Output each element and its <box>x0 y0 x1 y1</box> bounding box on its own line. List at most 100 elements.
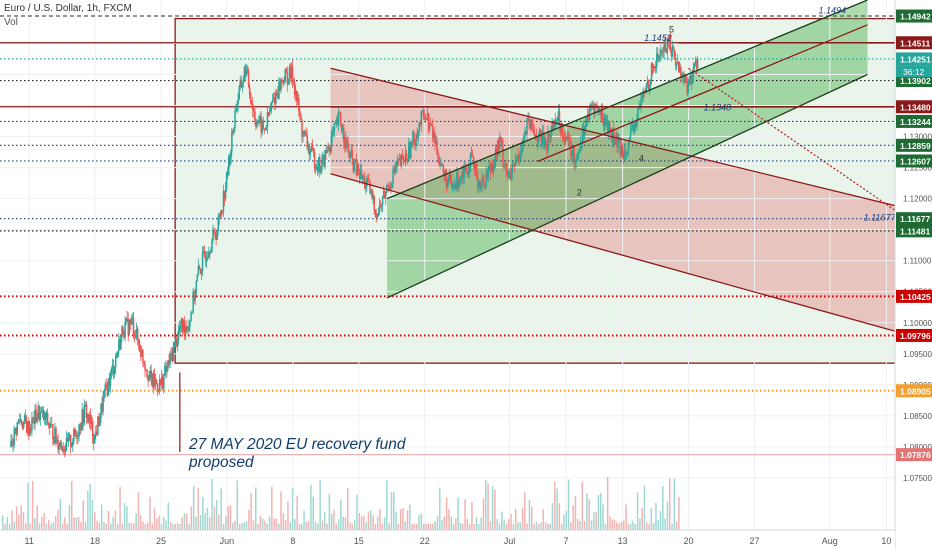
volume-bar <box>466 518 469 530</box>
price-level-tag[interactable] <box>896 328 932 342</box>
volume-bar <box>549 523 551 530</box>
volume-bar <box>22 512 25 530</box>
candle-body <box>167 360 169 367</box>
volume-bar <box>349 522 351 530</box>
candle-body <box>584 122 587 131</box>
candle-body <box>368 178 370 181</box>
candle-body <box>433 133 435 138</box>
volume-bar <box>420 513 423 530</box>
volume-bar <box>298 523 301 530</box>
trend-line[interactable] <box>537 24 868 162</box>
candle-body <box>432 126 434 138</box>
ascending-channel-upper[interactable] <box>386 0 868 200</box>
candle-body <box>105 384 108 389</box>
candle-body <box>418 122 420 131</box>
candle-body <box>373 196 375 210</box>
candle-body <box>586 115 589 120</box>
candle-body <box>396 160 398 167</box>
price-level-tag[interactable] <box>896 212 932 226</box>
candle-body <box>174 338 177 343</box>
candle-body <box>460 175 462 178</box>
candle-body <box>322 155 324 160</box>
x-tick-label: Aug <box>822 536 838 546</box>
volume-bar <box>266 523 268 530</box>
volume-bar <box>204 512 206 530</box>
candle-body <box>79 424 81 431</box>
volume-bar <box>551 503 554 530</box>
candle-body <box>108 378 111 387</box>
x-tick-label: 8 <box>290 536 295 546</box>
descending-channel-lower[interactable] <box>330 173 932 345</box>
candle-body <box>223 191 226 199</box>
candle-body <box>419 122 422 125</box>
volume-bar <box>370 510 372 530</box>
price-level-tag[interactable] <box>896 36 932 50</box>
price-level-tag[interactable] <box>896 384 932 398</box>
candle-body <box>467 163 470 174</box>
volume-bar <box>94 512 96 530</box>
volume-bar <box>245 521 248 530</box>
price-level-tag[interactable] <box>896 289 932 303</box>
volume-bar <box>59 499 61 530</box>
candle-body <box>112 365 115 374</box>
volume-bar <box>650 507 653 530</box>
volume-bar <box>572 505 574 530</box>
price-level-tag[interactable] <box>896 154 932 168</box>
candle-body <box>294 91 297 95</box>
volume-bar <box>183 513 186 530</box>
candle-body <box>347 141 349 151</box>
candle-body <box>626 150 629 153</box>
candle-body <box>117 351 119 355</box>
candle-body <box>173 342 176 348</box>
candle-body <box>569 138 571 143</box>
price-annotation: 1.1494 <box>819 6 847 16</box>
candle-body <box>649 79 652 86</box>
candle-body <box>320 170 322 172</box>
candle-body <box>387 185 389 188</box>
candle-body <box>88 415 91 422</box>
candle-body <box>186 326 188 328</box>
candle-body <box>635 122 637 128</box>
ascending-channel-lower[interactable] <box>386 73 868 299</box>
price-level-tag[interactable] <box>896 114 932 128</box>
candle-body <box>155 379 158 384</box>
volume-bar <box>123 503 126 530</box>
price-level-tag[interactable] <box>896 52 932 66</box>
candle-body <box>561 126 564 138</box>
volume-bar <box>618 523 620 530</box>
descending-channel-upper[interactable] <box>330 67 932 217</box>
candle-body <box>187 327 189 331</box>
candle-body <box>45 413 48 420</box>
price-level-tag[interactable] <box>896 138 932 152</box>
price-level-tag[interactable] <box>896 9 932 23</box>
volume-bar <box>498 523 501 530</box>
volume-bar <box>80 522 82 530</box>
price-level-tag[interactable] <box>896 224 932 238</box>
candle-body <box>280 79 282 91</box>
volume-bar <box>91 500 94 530</box>
price-level-tag[interactable] <box>896 448 932 462</box>
volume-bar <box>600 492 602 530</box>
volume-bar <box>678 497 680 530</box>
candle-body <box>551 123 553 130</box>
volume-bar <box>434 521 436 530</box>
volume-bar <box>395 511 397 530</box>
candle-body <box>356 164 359 176</box>
price-level-tag[interactable] <box>896 100 932 114</box>
candle-body <box>170 352 172 354</box>
volume-bar <box>73 517 75 530</box>
candle-body <box>284 68 287 83</box>
volume-bar <box>328 493 331 530</box>
x-tick-label: 22 <box>420 536 430 546</box>
volume-bar <box>673 478 676 530</box>
volume-bar <box>215 499 218 530</box>
candle-body <box>653 66 656 69</box>
candle-body <box>147 376 149 381</box>
x-tick-label: Jun <box>220 536 235 546</box>
candle-body <box>52 424 54 440</box>
volume-bar <box>68 504 71 530</box>
volume-bar <box>64 516 66 530</box>
candle-body <box>95 431 97 435</box>
candle-body <box>286 72 289 85</box>
